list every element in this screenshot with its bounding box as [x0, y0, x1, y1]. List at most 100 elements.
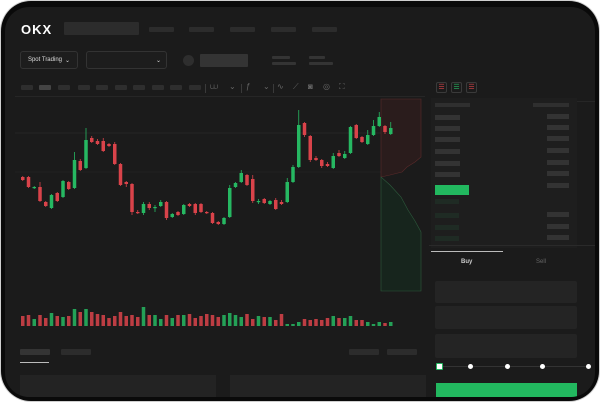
- candle-body: [360, 137, 364, 142]
- candle-body: [366, 135, 370, 144]
- chevron-down-icon[interactable]: ⌄: [229, 82, 236, 91]
- timeframe-button[interactable]: [152, 85, 164, 90]
- timeframe-button[interactable]: [170, 85, 182, 90]
- volume-bar: [245, 314, 249, 326]
- ask-amount: [547, 171, 569, 176]
- tab-buy[interactable]: Buy: [461, 259, 473, 265]
- amount-slider-track[interactable]: [440, 366, 590, 367]
- nav-item[interactable]: [189, 27, 214, 32]
- volume-bar: [233, 315, 238, 326]
- candle-body: [159, 202, 163, 206]
- slider-stop-25[interactable]: [468, 364, 473, 369]
- slider-stop-100[interactable]: [586, 364, 591, 369]
- filter-button[interactable]: [349, 349, 379, 355]
- timeframe-button[interactable]: [115, 85, 127, 90]
- fullscreen-icon[interactable]: ⛶: [339, 82, 345, 91]
- candle-body: [164, 202, 169, 218]
- slider-stop-75[interactable]: [540, 364, 545, 369]
- depth-asks-area: [380, 98, 422, 178]
- slider-stop-50[interactable]: [505, 364, 510, 369]
- candle-body: [343, 154, 347, 158]
- volume-bar: [78, 312, 82, 326]
- ruler-icon[interactable]: ⟋: [293, 82, 299, 91]
- stat-label: [272, 56, 290, 59]
- candle-body: [320, 160, 324, 166]
- volume-bar: [360, 320, 364, 326]
- total-input[interactable]: [435, 334, 577, 358]
- orderbook-bids-icon[interactable]: ☰: [451, 82, 462, 93]
- candle-body: [118, 164, 123, 185]
- nav-item[interactable]: [149, 27, 174, 32]
- volume-bar: [90, 312, 94, 326]
- candle-body: [256, 201, 261, 203]
- candle-body: [49, 195, 54, 208]
- volume-bar: [389, 322, 393, 326]
- timeframe-button[interactable]: [133, 85, 145, 90]
- volume-bar: [170, 318, 174, 326]
- ask-amount: [547, 160, 569, 165]
- timeframe-button[interactable]: [96, 85, 108, 90]
- amount-input[interactable]: [435, 306, 577, 329]
- pair-dropdown[interactable]: ⌄: [86, 51, 167, 69]
- volume-bar: [164, 315, 169, 326]
- volume-bar: [55, 316, 59, 326]
- price-chart[interactable]: [5, 7, 595, 397]
- orderbook-asks-icon[interactable]: ☰: [466, 82, 477, 93]
- settings-icon[interactable]: ◎: [323, 82, 330, 91]
- nav-item[interactable]: [271, 27, 296, 32]
- volume-bar: [297, 322, 301, 326]
- amount-slider-handle[interactable]: [436, 363, 443, 370]
- buy-submit-button[interactable]: [436, 383, 577, 397]
- tab-open-orders[interactable]: [20, 349, 50, 355]
- bid-price: [435, 236, 459, 241]
- candle-body: [268, 201, 272, 204]
- candle-type-icon[interactable]: ⩊: [210, 82, 219, 91]
- bid-price: [435, 213, 459, 218]
- candle-body: [90, 138, 94, 142]
- candle-body: [136, 212, 140, 214]
- volume-bar: [38, 315, 42, 326]
- nav-item[interactable]: [230, 27, 255, 32]
- filter-button[interactable]: [387, 349, 417, 355]
- candle-body: [389, 128, 393, 134]
- candle-body: [61, 181, 65, 197]
- bid-amount: [547, 224, 569, 229]
- indicator-icon[interactable]: ƒ: [246, 82, 251, 91]
- spot-trading-dropdown[interactable]: Spot Trading ⌄: [20, 51, 78, 69]
- volume-bar: [182, 315, 186, 326]
- okx-logo[interactable]: OKX: [21, 22, 53, 37]
- volume-bar: [21, 316, 25, 326]
- timeframe-button[interactable]: [78, 85, 90, 90]
- candle-body: [84, 140, 88, 168]
- candle-body: [274, 200, 278, 209]
- tab-sell[interactable]: Sell: [536, 259, 547, 265]
- tab-order-history[interactable]: [61, 349, 91, 355]
- volume-bar: [285, 324, 289, 326]
- candle-body: [147, 204, 151, 208]
- price-input[interactable]: [435, 281, 577, 303]
- candle-body: [26, 177, 31, 187]
- search-placeholder[interactable]: [64, 22, 139, 35]
- volume-bar: [337, 318, 341, 326]
- app-screen: OKX Spot Trading ⌄ ⌄ ⩊ ⌄ ƒ ⌄ ∿ ⟋ ◙ ◎ ⛶ ☰…: [5, 7, 595, 397]
- line-tool-icon[interactable]: ∿: [277, 82, 284, 91]
- timeframe-button[interactable]: [39, 85, 51, 90]
- order-card: [230, 375, 426, 397]
- candle-body: [32, 187, 36, 189]
- bid-price: [435, 199, 459, 204]
- candle-body: [325, 164, 330, 166]
- nav-item[interactable]: [312, 27, 337, 32]
- candle-body: [331, 156, 335, 168]
- volume-bar: [141, 307, 146, 326]
- ask-amount: [547, 183, 569, 188]
- candle-body: [348, 127, 353, 153]
- candle-body: [233, 183, 238, 187]
- chevron-down-icon[interactable]: ⌄: [263, 82, 270, 91]
- timeframe-button[interactable]: [58, 85, 70, 90]
- timeframe-button[interactable]: [21, 85, 33, 90]
- timeframe-button[interactable]: [189, 85, 201, 90]
- orderbook-both-icon[interactable]: ☰: [436, 82, 447, 93]
- volume-bar: [366, 322, 370, 326]
- camera-icon[interactable]: ◙: [308, 82, 313, 91]
- candle-body: [101, 141, 105, 151]
